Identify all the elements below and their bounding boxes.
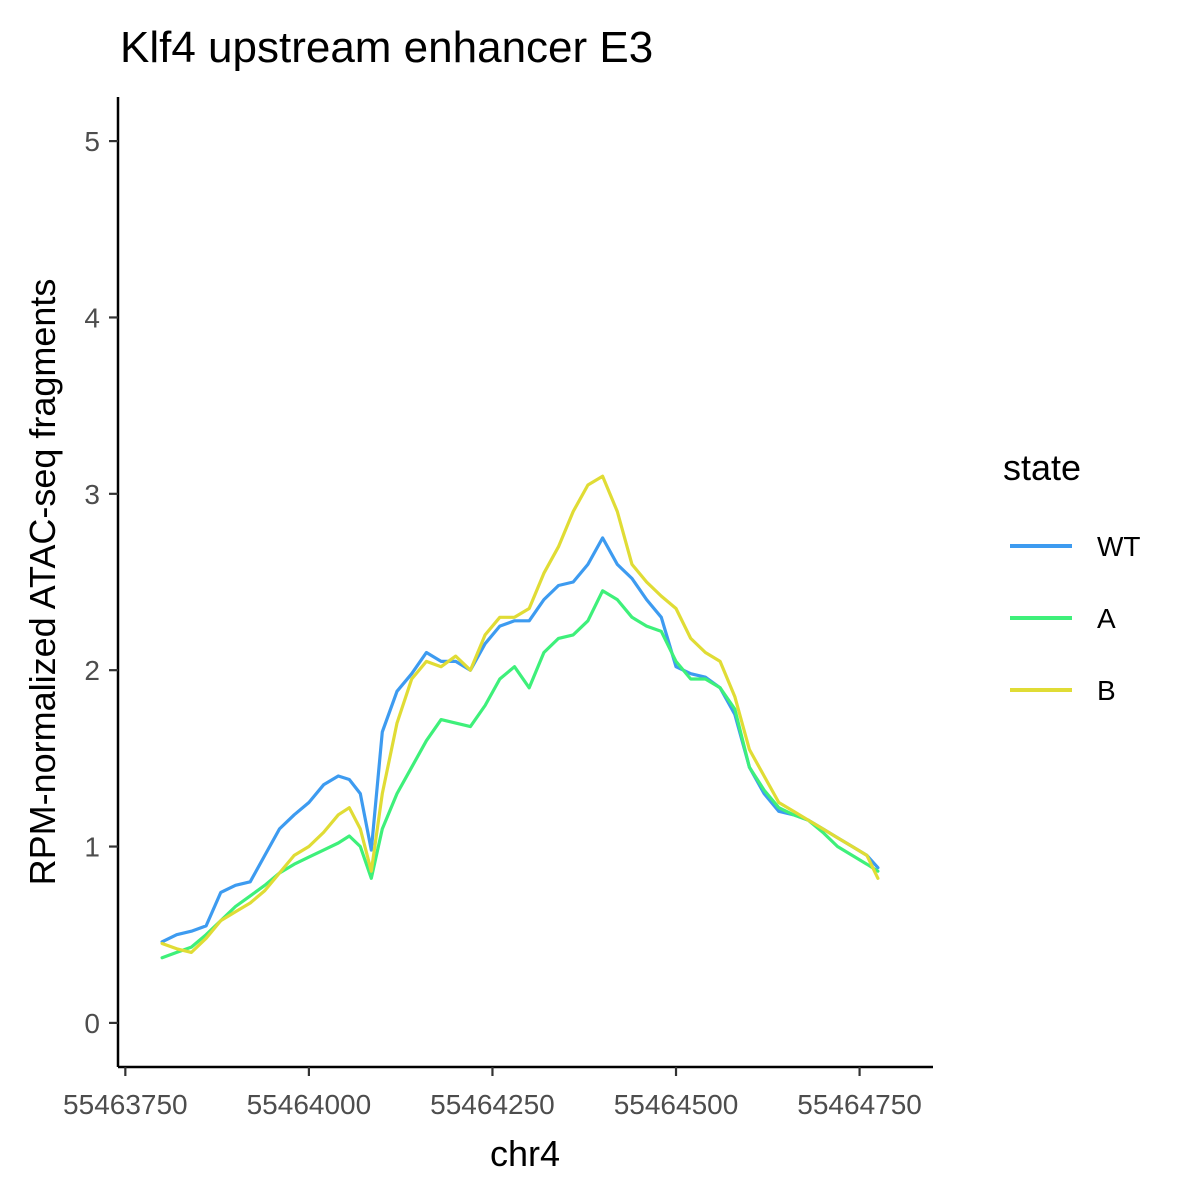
y-tick-label: 0 [84, 1008, 100, 1039]
y-axis-title: RPM-normalized ATAC-seq fragments [22, 279, 63, 886]
y-ticks: 0 1 2 3 4 5 [84, 126, 118, 1039]
x-tick-label: 55463750 [63, 1089, 188, 1120]
plot-lines [160, 474, 880, 960]
y-tick-label: 1 [84, 832, 100, 863]
y-tick-label: 4 [84, 302, 100, 333]
series-line-a [160, 589, 880, 960]
y-tick-label: 3 [84, 479, 100, 510]
y-tick-label: 5 [84, 126, 100, 157]
legend-label-a: A [1097, 603, 1116, 634]
legend: state WT A B [1003, 447, 1141, 706]
legend-items: WT A B [1010, 531, 1141, 706]
y-tick-label: 2 [84, 655, 100, 686]
legend-title: state [1003, 447, 1081, 488]
legend-label-wt: WT [1097, 531, 1141, 562]
x-axis-title: chr4 [490, 1133, 560, 1174]
x-tick-label: 55464750 [797, 1089, 922, 1120]
legend-label-b: B [1097, 675, 1116, 706]
chart-title: Klf4 upstream enhancer E3 [120, 23, 653, 72]
x-tick-label: 55464250 [430, 1089, 555, 1120]
x-ticks: 55463750 55464000 55464250 55464500 55464750 [63, 1067, 922, 1120]
x-tick-label: 55464500 [614, 1089, 739, 1120]
axes [116, 97, 933, 1069]
x-tick-label: 55464000 [247, 1089, 372, 1120]
series-line-b [160, 474, 880, 955]
